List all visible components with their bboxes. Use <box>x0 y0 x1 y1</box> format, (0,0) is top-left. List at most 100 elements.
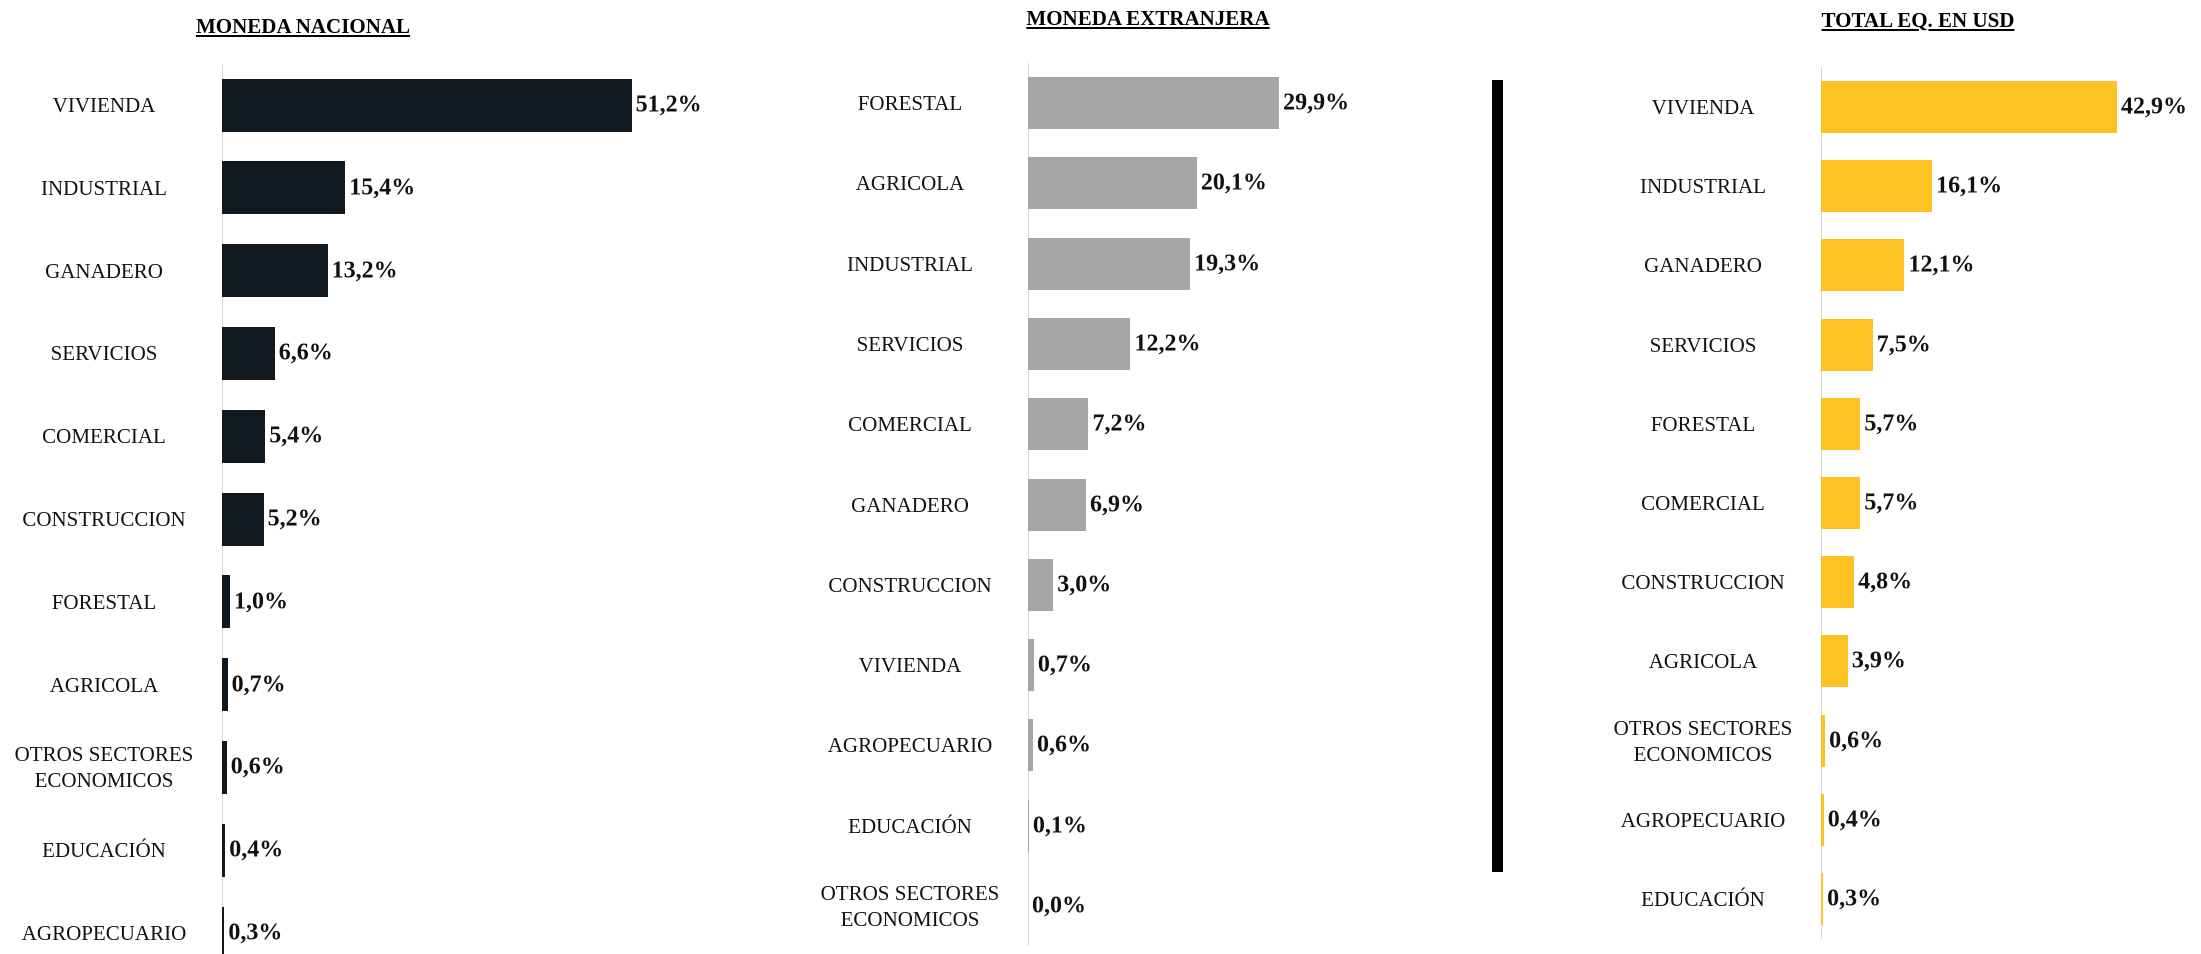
category-label: OTROS SECTORES ECONOMICOS <box>820 881 1000 931</box>
bar <box>1028 157 1197 210</box>
value-label: 5,7% <box>1864 410 1919 437</box>
category-label: GANADERO <box>851 492 969 517</box>
bar <box>1821 239 1905 292</box>
value-label: 5,7% <box>1864 489 1919 516</box>
category-label: FORESTAL <box>51 589 157 614</box>
category-label: COMERCIAL <box>1641 491 1765 515</box>
value-label: 6,6% <box>278 339 333 366</box>
value-label: 0,0% <box>1032 892 1086 919</box>
value-label: 5,4% <box>269 422 324 449</box>
category-label: VIVIENDA <box>858 653 962 678</box>
bar <box>1821 873 1824 925</box>
category-label: VIVIENDA <box>1651 95 1755 119</box>
divider <box>1492 80 1503 872</box>
category-label: INDUSTRIAL <box>1640 174 1766 199</box>
bar <box>222 740 227 794</box>
bar <box>1821 635 1848 688</box>
category-label: SERVICIOS <box>50 341 158 366</box>
value-label: 3,0% <box>1057 571 1112 598</box>
value-label: 5,2% <box>267 505 322 532</box>
bar <box>1028 639 1034 692</box>
bar <box>222 575 230 629</box>
category-label: EDUCACIÓN <box>42 838 166 863</box>
category-label: EDUCACIÓN <box>1641 887 1765 911</box>
bar <box>222 244 328 298</box>
category-label: AGROPECUARIO <box>21 921 187 945</box>
category-label: VIVIENDA <box>52 93 156 117</box>
bar <box>222 78 632 132</box>
value-label: 7,2% <box>1092 410 1147 437</box>
chart-title: MONEDA EXTRANJERA <box>1026 6 1270 30</box>
bar <box>222 161 346 215</box>
bar <box>222 823 226 877</box>
value-label: 0,7% <box>231 671 286 698</box>
bar <box>1821 556 1855 609</box>
category-label: INDUSTRIAL <box>847 251 973 276</box>
value-label: 0,7% <box>1037 651 1092 678</box>
bar <box>1028 558 1054 611</box>
value-label: 12,1% <box>1908 251 1975 278</box>
value-label: 0,4% <box>1827 806 1882 833</box>
category-label: AGROPECUARIO <box>827 733 993 758</box>
bar <box>1821 160 1933 213</box>
value-label: 16,1% <box>1936 172 2003 199</box>
value-label: 0,6% <box>1829 727 1884 754</box>
bar <box>222 409 266 463</box>
bar <box>1821 793 1824 846</box>
category-label: CONSTRUCCION <box>1621 570 1785 595</box>
value-label: 0,4% <box>229 836 284 863</box>
bar <box>1028 317 1131 370</box>
category-label: CONSTRUCCION <box>828 572 992 597</box>
bar <box>1028 237 1191 290</box>
category-label: AGROPECUARIO <box>1620 807 1786 832</box>
value-label: 20,1% <box>1200 169 1267 196</box>
chart-title: MONEDA NACIONAL <box>195 14 411 38</box>
bar <box>1821 318 1873 371</box>
bar <box>222 326 275 380</box>
category-label: AGRICOLA <box>1648 649 1758 674</box>
category-label: OTROS SECTORES ECONOMICOS <box>1613 715 1793 766</box>
value-label: 0,1% <box>1032 812 1087 839</box>
value-label: 51,2% <box>635 91 702 118</box>
value-label: 6,9% <box>1089 491 1144 517</box>
value-label: 0,6% <box>230 753 285 780</box>
bar <box>1821 714 1826 767</box>
bar <box>1821 477 1861 529</box>
category-label: GANADERO <box>45 258 163 283</box>
bar <box>1028 799 1029 852</box>
value-label: 15,4% <box>349 174 416 201</box>
value-label: 13,2% <box>331 257 398 284</box>
bar <box>1028 719 1034 772</box>
bar <box>222 658 228 712</box>
value-label: 12,2% <box>1134 330 1201 357</box>
value-label: 1,0% <box>234 588 288 615</box>
value-label: 4,8% <box>1858 568 1913 595</box>
category-label: GANADERO <box>1644 253 1762 278</box>
value-label: 0,3% <box>1827 885 1882 912</box>
category-label: AGRICOLA <box>49 672 159 697</box>
bar <box>222 906 225 954</box>
category-label: AGRICOLA <box>855 171 965 196</box>
category-label: EDUCACIÓN <box>848 813 972 838</box>
bar <box>1028 77 1280 129</box>
value-label: 3,9% <box>1851 647 1906 674</box>
category-label: FORESTAL <box>1650 411 1756 436</box>
value-label: 19,3% <box>1194 250 1261 277</box>
bar <box>222 492 264 546</box>
bar <box>1821 81 2117 133</box>
bar <box>1028 398 1089 451</box>
category-label: COMERCIAL <box>848 412 972 437</box>
category-label: SERVICIOS <box>1649 332 1757 357</box>
value-label: 0,6% <box>1037 731 1092 758</box>
chart-title: TOTAL EQ. EN USD <box>1821 8 2015 32</box>
category-label: COMERCIAL <box>42 424 166 449</box>
bar <box>1028 478 1086 531</box>
value-label: 7,5% <box>1876 331 1931 358</box>
category-label: CONSTRUCCION <box>22 507 186 531</box>
value-label: 29,9% <box>1283 89 1350 116</box>
category-label: OTROS SECTORES ECONOMICOS <box>14 742 194 793</box>
category-label: FORESTAL <box>857 91 963 115</box>
value-label: 0,3% <box>228 919 283 946</box>
category-label: INDUSTRIAL <box>41 175 167 200</box>
